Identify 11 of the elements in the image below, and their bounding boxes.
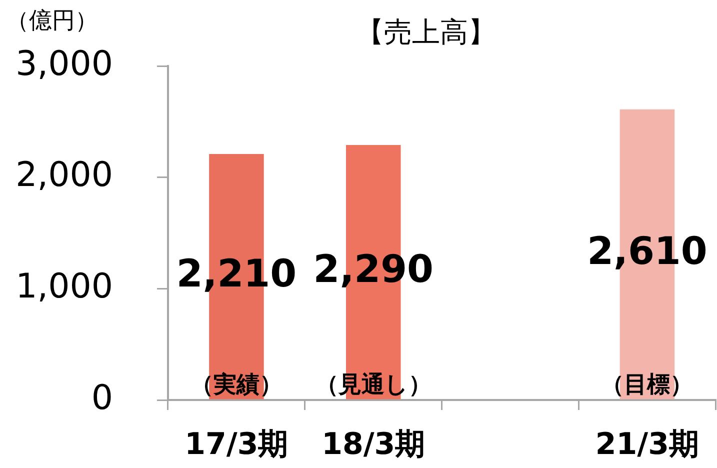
y-tick-label: 1,000 (16, 266, 113, 306)
x-tick-label: 17/3期 (184, 426, 288, 462)
chart-title: 【売上高】 (356, 15, 496, 48)
data-label: 2,610 (587, 229, 708, 274)
annotation: （目標） (601, 372, 694, 398)
x-tick-label: 18/3期 (322, 426, 426, 462)
y-tick-label: 2,000 (16, 155, 113, 196)
y-tick-label: 3,000 (16, 44, 113, 84)
x-tick-label: 21/3期 (595, 426, 700, 462)
y-tick-label: 0 (91, 378, 113, 418)
y-axis-title: （億円） (6, 8, 98, 34)
